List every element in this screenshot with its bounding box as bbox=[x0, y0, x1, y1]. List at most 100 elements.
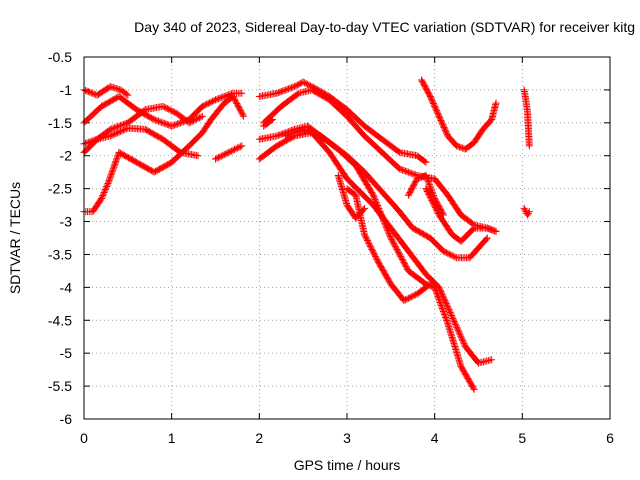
data-point bbox=[299, 78, 307, 86]
data-point bbox=[403, 168, 411, 176]
data-point bbox=[86, 88, 94, 96]
data-point bbox=[285, 131, 293, 139]
data-point bbox=[404, 294, 412, 302]
data-point bbox=[282, 86, 290, 94]
data-point bbox=[171, 121, 179, 129]
data-point bbox=[105, 177, 113, 185]
data-point bbox=[456, 143, 464, 151]
data-point bbox=[112, 123, 120, 131]
data-point bbox=[525, 142, 533, 150]
data-point bbox=[113, 154, 121, 162]
series-track-13 bbox=[334, 171, 369, 222]
data-point bbox=[448, 312, 456, 320]
data-point bbox=[455, 329, 463, 337]
data-point bbox=[114, 123, 122, 131]
data-point bbox=[124, 91, 132, 99]
data-point bbox=[483, 234, 491, 242]
data-point bbox=[361, 232, 369, 240]
data-point bbox=[140, 107, 148, 115]
data-point bbox=[292, 128, 300, 136]
series-track-18 bbox=[520, 86, 533, 150]
data-point bbox=[366, 242, 374, 250]
data-point bbox=[460, 340, 468, 348]
data-point bbox=[81, 139, 89, 147]
data-point bbox=[292, 82, 300, 90]
data-point bbox=[304, 127, 312, 135]
data-point bbox=[109, 131, 117, 139]
data-point bbox=[371, 196, 379, 204]
data-point bbox=[286, 84, 294, 92]
data-point bbox=[212, 96, 219, 104]
data-point bbox=[98, 193, 106, 201]
x-tick-label: 2 bbox=[255, 430, 263, 446]
data-point bbox=[439, 247, 447, 255]
data-point bbox=[273, 89, 281, 97]
data-point bbox=[385, 230, 393, 238]
data-point bbox=[314, 131, 322, 139]
data-point bbox=[370, 250, 378, 258]
data-point bbox=[206, 99, 214, 107]
data-point bbox=[84, 88, 92, 96]
data-point bbox=[452, 322, 460, 330]
data-point bbox=[524, 211, 532, 219]
y-tick-label: -1.5 bbox=[48, 115, 72, 131]
data-point bbox=[409, 292, 417, 300]
data-point bbox=[395, 250, 403, 258]
data-point bbox=[112, 156, 120, 164]
data-point bbox=[301, 126, 309, 134]
data-point bbox=[422, 173, 430, 181]
data-point bbox=[521, 206, 529, 214]
data-point bbox=[159, 119, 167, 127]
data-point bbox=[172, 120, 180, 128]
data-point bbox=[446, 309, 454, 317]
axis-ticks: 0 1 2 3 4 5 6 -0.5 -1 -1.5 -2 -2.5 -3 -3.5 -4 -4.5 -5 -5.… bbox=[48, 49, 614, 446]
data-point bbox=[296, 126, 304, 134]
data-point bbox=[445, 250, 453, 258]
data-point bbox=[274, 89, 282, 97]
data-point bbox=[111, 160, 119, 168]
data-point bbox=[393, 245, 401, 253]
data-point bbox=[426, 182, 434, 190]
data-point bbox=[382, 222, 390, 230]
data-point bbox=[277, 88, 285, 96]
data-point bbox=[302, 126, 310, 134]
data-point bbox=[454, 142, 462, 150]
data-point bbox=[233, 144, 241, 152]
data-point bbox=[299, 125, 307, 133]
data-point bbox=[111, 130, 119, 138]
data-point bbox=[290, 83, 298, 91]
data-point bbox=[383, 225, 391, 233]
data-point bbox=[492, 99, 500, 107]
data-point bbox=[453, 323, 461, 331]
data-point bbox=[283, 131, 291, 139]
data-point bbox=[433, 289, 441, 297]
data-point bbox=[185, 119, 193, 127]
data-point bbox=[108, 131, 116, 139]
data-point bbox=[198, 102, 206, 110]
data-point bbox=[107, 171, 115, 179]
y-tick-label: -3 bbox=[60, 214, 73, 230]
data-point bbox=[108, 169, 116, 177]
data-point bbox=[119, 126, 127, 134]
data-point bbox=[427, 184, 435, 192]
data-point bbox=[423, 188, 431, 196]
data-point bbox=[267, 116, 275, 124]
data-point bbox=[427, 185, 435, 193]
data-point bbox=[396, 251, 404, 259]
data-point bbox=[207, 98, 215, 106]
data-point bbox=[399, 166, 407, 174]
data-point bbox=[197, 113, 205, 121]
data-point bbox=[309, 129, 317, 137]
x-tick-label: 0 bbox=[80, 430, 88, 446]
data-point bbox=[394, 248, 402, 256]
data-point bbox=[157, 118, 165, 126]
data-point bbox=[424, 178, 432, 186]
data-point bbox=[458, 335, 466, 343]
data-point bbox=[401, 167, 409, 175]
data-point bbox=[232, 145, 240, 153]
data-point bbox=[163, 120, 171, 128]
data-point bbox=[448, 313, 456, 321]
data-point bbox=[295, 127, 303, 135]
data-point bbox=[410, 291, 418, 299]
data-point bbox=[219, 93, 227, 101]
